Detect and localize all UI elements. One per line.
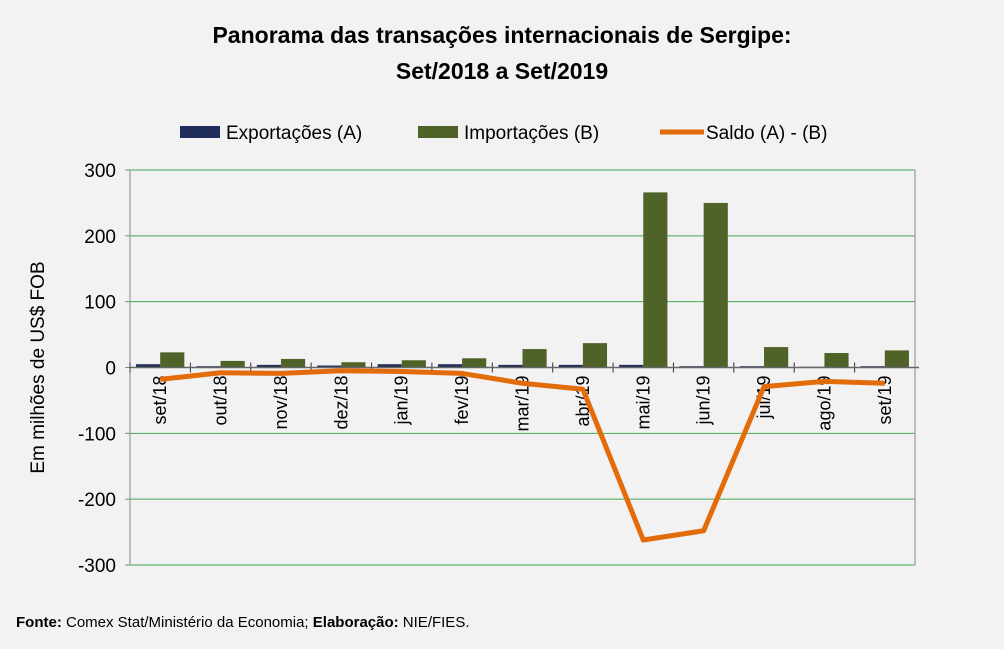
x-tick-label: fev/19 <box>452 376 472 425</box>
chart-title: Panorama das transações internacionais d… <box>212 22 792 48</box>
import-bar <box>401 360 426 368</box>
export-bar <box>558 364 583 368</box>
import-bar <box>341 362 366 368</box>
x-tick-label: mar/19 <box>513 376 533 432</box>
legend-swatch <box>180 126 220 138</box>
x-tick-label: ago/19 <box>814 376 834 431</box>
x-tick-label: nov/18 <box>271 376 291 430</box>
x-tick-label: jun/19 <box>694 376 714 426</box>
author-label: Elaboração: <box>312 614 399 631</box>
export-bar <box>317 365 342 368</box>
y-tick-label: 100 <box>84 293 116 314</box>
y-tick-label: -100 <box>78 424 116 445</box>
import-bar <box>884 350 909 368</box>
y-tick-label: 300 <box>84 161 116 182</box>
x-tick-label: set/18 <box>150 376 170 425</box>
import-bar <box>824 353 849 368</box>
author-text: NIE/FIES. <box>398 614 470 631</box>
legend-label: Exportações (A) <box>226 123 362 144</box>
x-tick-label: dez/18 <box>331 376 351 430</box>
import-bar <box>462 358 487 368</box>
y-tick-label: 0 <box>105 359 116 380</box>
x-tick-label: jan/19 <box>392 376 412 426</box>
import-bar <box>582 343 608 368</box>
export-bar <box>619 364 644 368</box>
x-tick-label: out/18 <box>211 376 231 426</box>
footer: Fonte: Comex Stat/Ministério da Economia… <box>16 614 470 631</box>
legend-label: Importações (B) <box>464 123 599 144</box>
source-text: Comex Stat/Ministério da Economia; <box>61 614 313 631</box>
legend-swatch <box>418 126 458 138</box>
source-label: Fonte: <box>16 614 62 631</box>
x-tick-label: set/19 <box>875 376 895 425</box>
export-bar <box>256 364 281 368</box>
y-tick-label: -200 <box>78 490 116 511</box>
import-bar <box>703 202 728 368</box>
export-bar <box>377 364 402 368</box>
export-bar <box>437 364 463 368</box>
legend-label: Saldo (A) - (B) <box>706 123 827 144</box>
saldo-line <box>159 368 885 543</box>
x-tick-label: mai/19 <box>633 376 653 430</box>
y-tick-label: -300 <box>78 556 116 577</box>
export-bar <box>136 364 161 368</box>
import-bar <box>764 347 789 368</box>
import-bar <box>220 360 245 368</box>
y-tick-label: 200 <box>84 227 116 248</box>
import-bar <box>522 349 547 368</box>
import-bar <box>643 192 668 368</box>
y-axis-label: Em milhões de US$ FOB <box>28 261 49 473</box>
import-bar <box>160 352 185 368</box>
import-bar <box>280 358 306 368</box>
export-bar <box>498 364 523 368</box>
chart-subtitle: Set/2018 a Set/2019 <box>395 58 609 84</box>
